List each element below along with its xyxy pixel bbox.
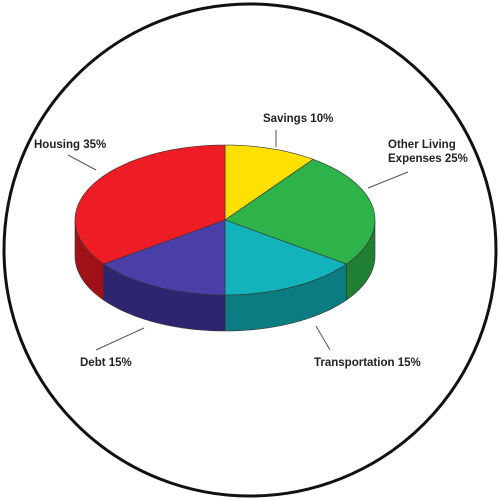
- pie-slice-housing: [74, 144, 226, 265]
- pie-slice-other-living-expenses: [224, 158, 376, 265]
- leader-line-transportation: [315, 325, 331, 351]
- pie-labels: Savings 10% Other Living Expenses 25% Trans…: [34, 113, 468, 369]
- pie-slice-savings: [224, 144, 314, 221]
- pie-top: [74, 144, 376, 296]
- pie-slice-transportation: [224, 219, 348, 296]
- slice-label-savings: Savings 10%: [263, 113, 333, 125]
- pie-sides: [74, 219, 376, 332]
- slice-label-debt: Debt 15%: [80, 357, 132, 369]
- leader-line-housing: [67, 154, 97, 171]
- pie-slice-debt: [102, 219, 226, 296]
- slice-label-housing: Housing 35%: [34, 139, 106, 151]
- leader-line-debt: [95, 327, 145, 351]
- slice-label-other-living-expenses: Other Living Expenses 25%: [388, 139, 468, 165]
- leader-line-other-living-expenses: [367, 171, 409, 189]
- slice-label-transportation: Transportation 15%: [314, 357, 421, 369]
